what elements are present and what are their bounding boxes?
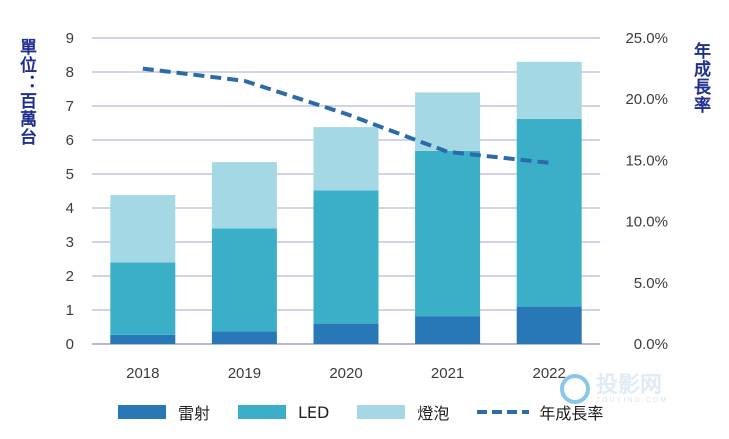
y-tick-label: 1 [66, 302, 74, 319]
bar-segment-led [211, 228, 277, 332]
bar-segment-bulb [516, 61, 582, 119]
x-tick-label: 2022 [533, 365, 566, 382]
watermark-subtext: TOUYING.COM [596, 396, 669, 404]
y-tick-label: 2 [66, 268, 74, 285]
legend-item-growth: 年成長率 [477, 400, 603, 424]
legend-label: 燈泡 [417, 404, 450, 423]
watermark: 投影网 TOUYING.COM [560, 374, 668, 404]
bar-segment-laser [415, 316, 481, 344]
bar-segment-laser [516, 306, 582, 344]
legend-label: 雷射 [178, 404, 211, 423]
legend-swatch [238, 405, 287, 419]
legend: 雷射 LED 燈泡 年成長率 [118, 400, 631, 424]
bar-segment-led [415, 150, 481, 317]
legend-swatch [357, 405, 406, 419]
y2-tick-label: 25.0% [625, 30, 668, 47]
y-tick-label: 7 [66, 98, 74, 115]
growth-line [142, 66, 550, 165]
legend-item-led: LED [238, 403, 329, 422]
y2-tick-label: 10.0% [625, 214, 668, 231]
bar-segment-bulb [211, 162, 277, 229]
watermark-logo-icon [560, 374, 590, 404]
bar-segment-bulb [415, 92, 481, 151]
x-axis-ticks: 2018 2019 2020 2021 2022 [126, 365, 566, 382]
y2-tick-label: 5.0% [634, 275, 668, 292]
y-tick-label: 6 [66, 132, 74, 149]
x-tick-label: 2021 [431, 365, 464, 382]
watermark-text: 投影网 [596, 372, 663, 398]
y2-tick-label: 0.0% [634, 336, 668, 353]
y2-axis-ticks: 0.0% 5.0% 10.0% 15.0% 20.0% 25.0% [625, 30, 668, 353]
legend-label: 年成長率 [539, 404, 604, 423]
legend-dash [477, 410, 530, 414]
bar-segment-led [313, 190, 379, 324]
bar-segment-led [516, 118, 582, 307]
y-tick-label: 3 [66, 234, 74, 251]
legend-swatch [118, 405, 166, 419]
bar-segment-led [110, 262, 176, 335]
bar-segment-bulb [110, 195, 176, 263]
y-tick-label: 9 [66, 30, 74, 47]
bar-segment-laser [211, 331, 277, 344]
x-tick-label: 2018 [126, 365, 159, 382]
legend-item-laser: 雷射 [118, 400, 210, 424]
legend-item-bulb: 燈泡 [357, 400, 449, 424]
y-axis-title: 單位：百萬台 [16, 38, 36, 146]
y-tick-label: 0 [66, 336, 74, 353]
y2-tick-label: 15.0% [625, 152, 668, 169]
bar-segment-laser [313, 323, 379, 344]
y2-tick-label: 20.0% [625, 91, 668, 108]
y-axis-ticks: 0 1 2 3 4 5 6 7 8 9 [66, 30, 74, 353]
y-tick-label: 5 [66, 166, 74, 183]
y-tick-label: 8 [66, 64, 74, 81]
x-tick-label: 2020 [329, 365, 362, 382]
y-tick-label: 4 [66, 200, 74, 217]
bar-segment-laser [110, 334, 176, 344]
bars [110, 61, 582, 344]
bar-segment-bulb [313, 127, 379, 191]
y2-axis-title: 年成長率 [690, 42, 710, 114]
x-tick-label: 2019 [228, 365, 261, 382]
legend-label: LED [298, 402, 330, 422]
growth-rate-line [142, 66, 550, 165]
